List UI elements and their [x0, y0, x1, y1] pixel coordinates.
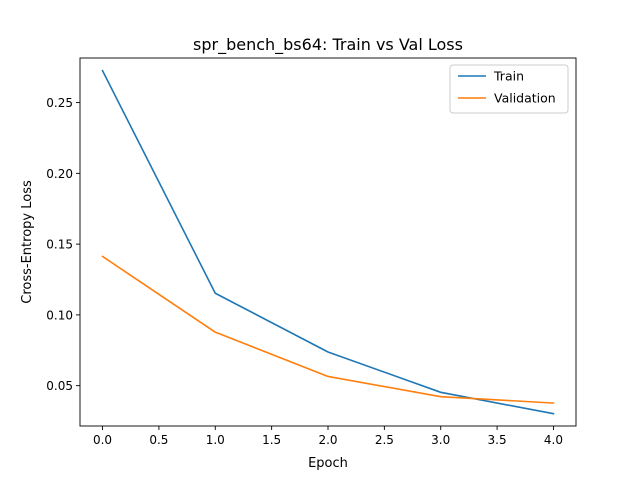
y-tick-label: 0.20 [46, 167, 73, 181]
y-tick-label: 0.05 [46, 379, 73, 393]
legend: Train Validation [449, 64, 569, 114]
x-tick-label: 0.0 [93, 433, 112, 447]
x-tick-label: 3.5 [488, 433, 507, 447]
x-tick-label: 4.0 [544, 433, 563, 447]
x-tick-label: 2.5 [375, 433, 394, 447]
y-axis-label: Cross-Entropy Loss [20, 180, 35, 304]
legend-label-train: Train [493, 69, 524, 84]
y-tick-label: 0.25 [46, 96, 73, 110]
x-tick-label: 1.0 [206, 433, 225, 447]
y-tick-label: 0.10 [46, 308, 73, 322]
legend-label-validation: Validation [494, 91, 556, 106]
series-line-validation [101, 255, 555, 404]
x-tick-label: 1.5 [262, 433, 281, 447]
chart-title: spr_bench_bs64: Train vs Val Loss [193, 35, 463, 55]
y-tick-label: 0.15 [46, 238, 73, 252]
x-tick-label: 3.0 [431, 433, 450, 447]
legend-box [449, 64, 569, 114]
x-tick-label: 0.5 [149, 433, 168, 447]
x-axis-label: Epoch [308, 456, 348, 471]
x-tick-label: 2.0 [318, 433, 337, 447]
plot-area: 0.0 0.5 1.0 1.5 2.0 2.5 3.0 3.5 4.0 0.05 0.10 0.15 0… [46, 57, 577, 447]
